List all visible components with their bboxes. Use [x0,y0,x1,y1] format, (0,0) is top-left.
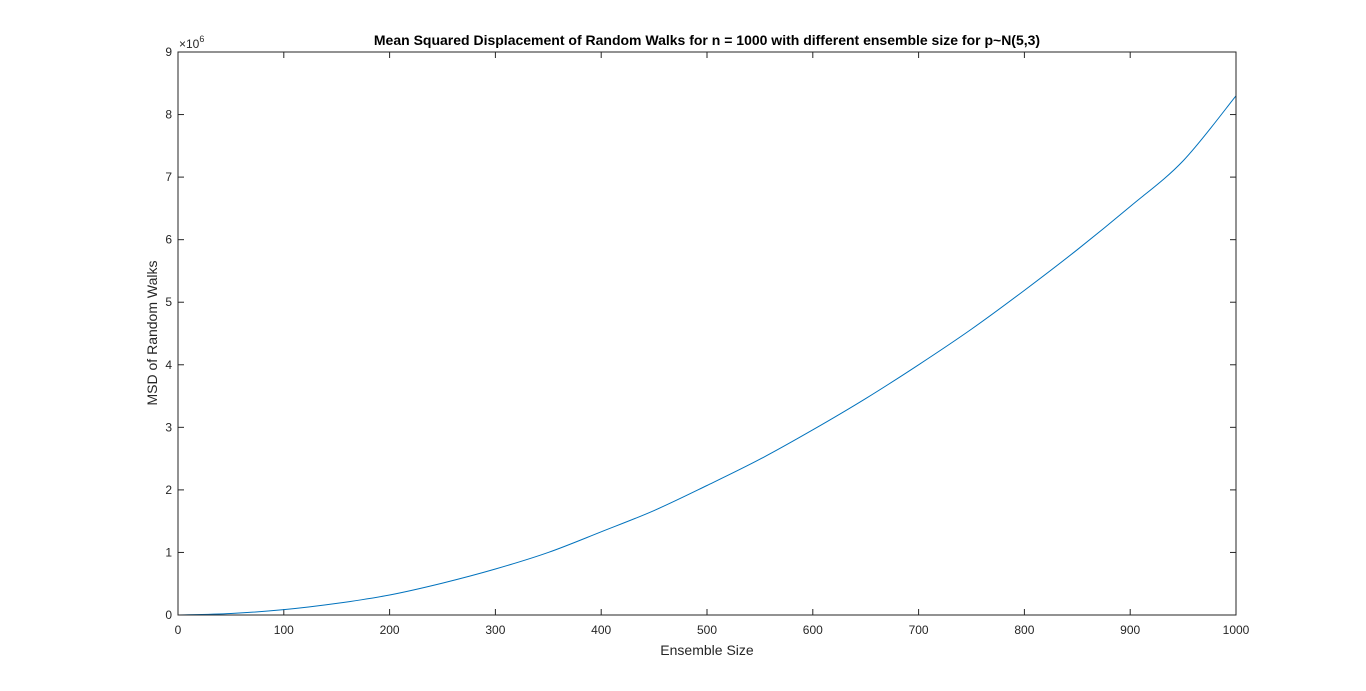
y-tick-label: 0 [165,608,172,622]
y-tick-label: 8 [165,108,172,122]
y-tick-label: 5 [165,295,172,309]
y-multiplier: ×106 [179,34,204,51]
x-tick-label: 800 [1014,623,1034,637]
x-tick-label: 500 [697,623,717,637]
axes-box [177,51,1237,616]
x-tick-label: 200 [380,623,400,637]
x-tick-label: 1000 [1223,623,1250,637]
x-tick-label: 100 [274,623,294,637]
y-tick-label: 9 [165,45,172,59]
x-tick-label: 400 [591,623,611,637]
y-tick-label: 7 [165,170,172,184]
x-tick-label: 900 [1120,623,1140,637]
y-axis-label: MSD of Random Walks [144,261,160,406]
y-tick-label: 3 [165,420,172,434]
x-tick-label: 700 [909,623,929,637]
x-tick-label: 300 [485,623,505,637]
y-tick-label: 6 [165,233,172,247]
x-axis-label: Ensemble Size [660,642,754,658]
plot-area [178,52,1236,615]
y-multiplier-exponent: 6 [199,34,204,44]
y-tick-label: 2 [165,483,172,497]
y-multiplier-base: ×10 [179,37,200,51]
x-tick-label: 600 [803,623,823,637]
msd-series-line [177,95,1237,616]
y-tick-label: 4 [165,358,172,372]
chart-title: Mean Squared Displacement of Random Walk… [374,32,1040,48]
x-tick-label: 0 [175,623,182,637]
tick-labels-layer: 0 100 200 300 400 500 600 700 800 900 1000 0 1 2 3 4 5 6 7… [165,45,1249,637]
y-tick-label: 1 [165,545,172,559]
